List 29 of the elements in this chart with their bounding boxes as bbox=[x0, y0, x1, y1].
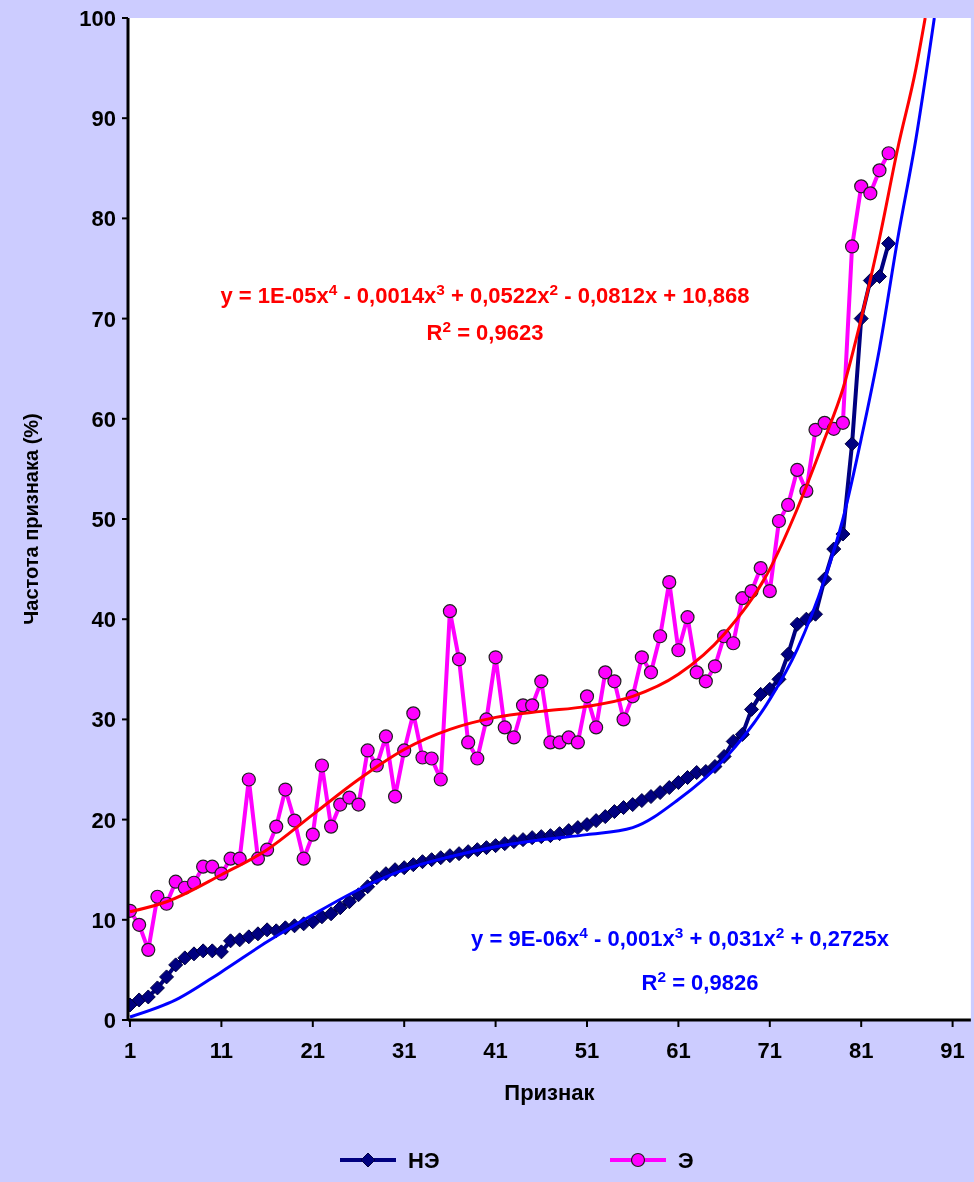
x-tick-label: 31 bbox=[391, 1038, 417, 1063]
annotation: R$^{2}$ = 0,9623 bbox=[426, 317, 544, 345]
x-tick-label: 71 bbox=[757, 1038, 783, 1063]
x-tick-label: 11 bbox=[209, 1038, 234, 1063]
y-tick-label: 100 bbox=[79, 6, 116, 31]
x-tick-label: 41 bbox=[483, 1038, 508, 1063]
x-tick-label: 61 bbox=[666, 1038, 691, 1063]
y-tick-label: 10 bbox=[91, 907, 116, 933]
x-tick-label: 91 bbox=[940, 1038, 965, 1063]
y-tick-label: 40 bbox=[91, 607, 116, 633]
y-tick-label: 70 bbox=[91, 306, 116, 332]
x-tick-label: 51 bbox=[574, 1038, 600, 1063]
annotation: R$^{2}$ = 0,9826 bbox=[641, 967, 759, 995]
x-tick-label: 21 bbox=[300, 1038, 326, 1063]
legend-label: НЭ bbox=[408, 1148, 440, 1173]
y-tick-label: 90 bbox=[91, 106, 116, 132]
y-tick-label: 20 bbox=[91, 807, 116, 833]
y-tick-label: 80 bbox=[91, 206, 116, 232]
x-axis-title: Признак bbox=[504, 1080, 596, 1105]
y-tick-label: 60 bbox=[91, 406, 116, 432]
annotation: y = 1E-05x$^{4}$ - 0,0014x$^{3}$ + 0,0522x$^{2}$ - 0,0812x + 10,868 bbox=[220, 280, 750, 308]
y-tick-label: 50 bbox=[91, 507, 116, 532]
y-tick-label: 0 bbox=[103, 1008, 116, 1033]
legend-label: Э bbox=[678, 1148, 694, 1173]
y-axis-title: Частота признака (%) bbox=[20, 413, 42, 625]
x-tick-label: 1 bbox=[123, 1038, 137, 1063]
x-tick-label: 81 bbox=[848, 1038, 874, 1063]
y-tick-label: 30 bbox=[91, 707, 116, 733]
annotation: y = 9E-06x$^{4}$ - 0,001x$^{3}$ + 0,031x$^{2}$ + 0,2725x bbox=[471, 923, 890, 951]
